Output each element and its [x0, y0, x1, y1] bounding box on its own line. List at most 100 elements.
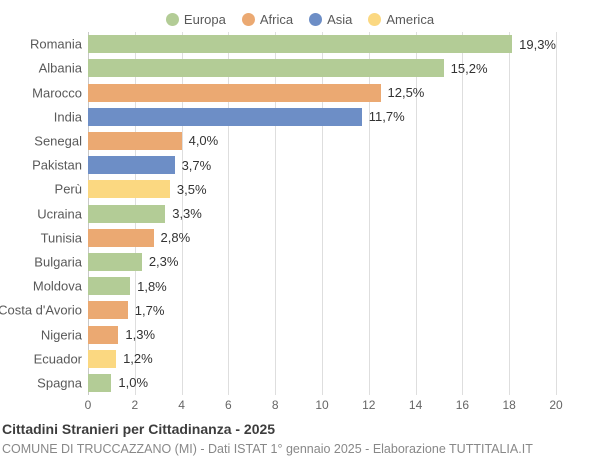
value-label: 1,0% — [118, 375, 149, 391]
bar-tunisia — [88, 228, 154, 247]
bar-india — [88, 107, 362, 126]
bar-row: India 11,7% — [54, 105, 556, 129]
legend-label: Africa — [259, 11, 294, 27]
value-label: 3,5% — [176, 181, 207, 197]
category-label: Marocco — [32, 85, 82, 100]
bar-row: Tunisia 2,8% — [41, 226, 556, 250]
category-label: Albania — [38, 60, 82, 76]
x-axis-ticks: 0 2 4 6 8 10 12 14 16 18 20 — [84, 395, 563, 415]
chart-subtitle: COMUNE DI TRUCCAZZANO (MI) - Dati ISTAT … — [2, 441, 533, 456]
bar-nigeria — [88, 325, 119, 344]
value-label: 2,3% — [148, 254, 179, 270]
legend-label: America — [386, 11, 435, 27]
category-label: Ecuador — [33, 351, 82, 367]
bar-ucraina — [88, 204, 166, 223]
gridline — [181, 32, 183, 395]
value-label: 3,7% — [181, 157, 212, 173]
gridline — [228, 32, 230, 395]
bar-moldova — [88, 277, 131, 296]
x-tick-label: 6 — [225, 398, 232, 412]
value-label: 2,8% — [160, 230, 191, 246]
plot-area: Romania 19,3% Albania 15,2% Marocco 12,5% Indi… — [0, 32, 557, 395]
x-tick-label: 10 — [315, 398, 329, 412]
category-label: India — [53, 109, 82, 125]
category-label: Romania — [29, 36, 82, 52]
value-label: 1,7% — [134, 302, 165, 318]
category-label: Pakistan — [32, 157, 82, 173]
category-label: Costa d'Avorio — [0, 302, 82, 318]
bar-row: Marocco 12,5% — [32, 80, 556, 104]
gridline — [415, 32, 417, 395]
bar-per- — [88, 180, 170, 199]
legend-dot-icon — [165, 12, 179, 26]
chart-legend: Europa Africa Asia America — [0, 0, 600, 32]
x-tick-label: 8 — [271, 398, 279, 412]
value-label: 1,8% — [137, 278, 167, 294]
category-label: Bulgaria — [34, 254, 82, 270]
category-label: Spagna — [37, 375, 82, 391]
value-label: 11,7% — [368, 109, 405, 125]
bar-senegal — [88, 131, 182, 150]
category-label: Nigeria — [40, 327, 82, 343]
category-label: Tunisia — [40, 230, 82, 246]
bar-row: Spagna 1,0% — [37, 371, 556, 395]
gridline — [556, 32, 557, 395]
x-tick-label: 18 — [502, 398, 516, 412]
legend-label: Europa — [183, 11, 226, 27]
value-label: 12,5% — [387, 85, 425, 100]
x-tick-label: 0 — [84, 398, 92, 412]
x-tick-label: 4 — [178, 398, 185, 412]
bar-row: Moldova 1,8% — [33, 274, 556, 298]
bar-row: Ucraina 3,3% — [37, 201, 556, 225]
x-tick-label: 14 — [408, 398, 423, 412]
gridline — [322, 32, 323, 395]
legend-dot-icon — [309, 12, 323, 26]
value-label: 4,0% — [188, 133, 219, 149]
bar-bulgaria — [88, 252, 142, 271]
bar-marocco — [88, 83, 381, 102]
category-label: Moldova — [32, 278, 82, 294]
legend-item-europa: Europa — [165, 11, 226, 27]
bar-rows: Romania 19,3% Albania 15,2% Marocco 12,5% Indi… — [0, 32, 556, 395]
gridline — [509, 32, 511, 395]
bar-ecuador — [88, 349, 117, 368]
category-label: Ucraina — [37, 206, 82, 222]
chart-title: Cittadini Stranieri per Cittadinanza - 2… — [2, 421, 276, 437]
bar-row: Bulgaria 2,3% — [34, 250, 556, 274]
legend-item-america: America — [368, 12, 434, 27]
bar-row: Albania 15,2% — [39, 56, 556, 80]
x-tick-label: 20 — [549, 398, 563, 412]
category-label: Perù — [54, 181, 82, 197]
legend-item-asia: Asia — [309, 12, 352, 27]
bar-albania — [88, 59, 444, 78]
legend-dot-icon — [241, 12, 255, 26]
bar-row: Romania 19,3% — [30, 32, 556, 56]
value-label: 3,3% — [172, 206, 202, 222]
bar-row: Ecuador 1,2% — [34, 347, 556, 371]
legend-item-africa: Africa — [241, 11, 294, 27]
bar-costa-d-avorio — [88, 301, 128, 320]
gridline — [368, 32, 370, 395]
bar-row: Pakistan 3,7% — [32, 153, 556, 177]
value-label: 19,3% — [519, 36, 556, 52]
chart-titles: Cittadini Stranieri per Cittadinanza - 2… — [0, 415, 600, 457]
bar-pakistan — [88, 156, 175, 175]
bar-row: Senegal 4,0% — [34, 129, 556, 153]
legend-label: Asia — [327, 11, 353, 27]
legend-dot-icon — [368, 12, 382, 26]
bar-romania — [88, 35, 513, 54]
bar-row: Costa d'Avorio 1,7% — [0, 298, 556, 322]
value-label: 1,3% — [125, 327, 156, 343]
value-label: 15,2% — [450, 60, 488, 76]
x-tick-label: 12 — [362, 398, 376, 412]
value-label: 1,2% — [123, 351, 153, 367]
bar-row: Perù 3,5% — [55, 177, 556, 201]
category-label: Senegal — [34, 133, 82, 149]
x-tick-label: 16 — [455, 398, 470, 412]
bar-row: Nigeria 1,3% — [41, 322, 556, 346]
gridline — [275, 32, 277, 395]
bar-spagna — [88, 373, 112, 392]
x-tick-label: 2 — [131, 398, 139, 412]
gridline — [462, 32, 464, 395]
